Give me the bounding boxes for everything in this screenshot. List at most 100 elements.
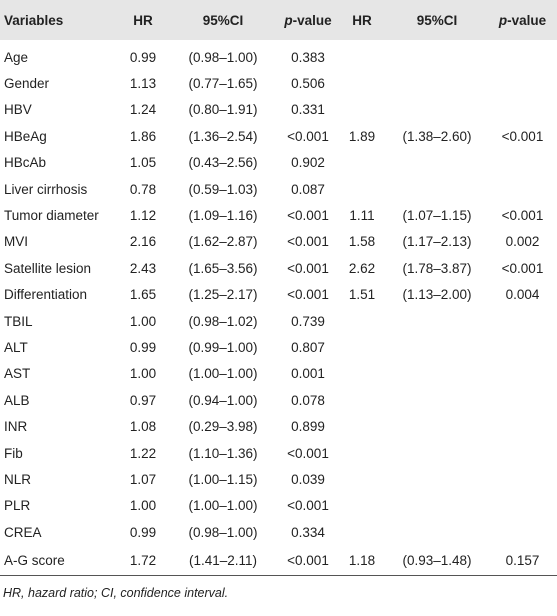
table-cell: <0.001	[287, 445, 329, 461]
variable-name: PLR	[4, 498, 31, 514]
column-header: 95%CI	[386, 0, 488, 40]
header-row: Variables HR 95%CI p-value HR 95%CI p-value	[0, 0, 557, 40]
empty-cell	[488, 413, 557, 439]
table-cell: (1.25–2.17)	[188, 287, 258, 303]
table-row: A-G score 1.72 (1.41–2.11) <0.001 1.18 (0.93–…	[0, 545, 557, 577]
table-cell: <0.001	[501, 128, 544, 144]
table-cell: 1.11	[349, 208, 375, 224]
table-cell: (0.77–1.65)	[188, 76, 258, 92]
empty-cell	[338, 97, 386, 123]
table-cell: (0.99–1.00)	[188, 339, 258, 355]
table-cell: (1.78–3.87)	[402, 260, 472, 276]
table-cell: (1.17–2.13)	[402, 234, 472, 250]
empty-cell	[386, 308, 488, 334]
table-cell: (1.38–2.60)	[402, 128, 472, 144]
empty-cell	[488, 387, 557, 413]
variable-name: HBV	[4, 102, 32, 118]
table-cell: 0.739	[291, 313, 325, 329]
table-cell: <0.001	[287, 498, 329, 514]
variable-name: TBIL	[4, 313, 33, 329]
table-cell: <0.001	[287, 128, 329, 144]
variable-name: AST	[4, 366, 31, 382]
table-cell: (1.07–1.15)	[402, 208, 472, 224]
table-cell: (1.36–2.54)	[188, 128, 258, 144]
table-row: Differentiation 1.65 (1.25–2.17) <0.001 1.51…	[0, 282, 557, 308]
table-cell: 1.86	[129, 128, 157, 144]
table-row: Fib 1.22 (1.10–1.36) <0.001	[0, 440, 557, 466]
empty-cell	[338, 466, 386, 492]
table-cell: 1.58	[348, 234, 376, 250]
table-row: Satellite lesion 2.43 (1.65–3.56) <0.001 2.6…	[0, 255, 557, 281]
table-cell: 0.001	[291, 366, 325, 382]
empty-cell	[338, 361, 386, 387]
variable-name: NLR	[4, 471, 32, 487]
empty-cell	[488, 361, 557, 387]
empty-cell	[386, 176, 488, 202]
variable-name: CREA	[4, 524, 42, 540]
table-cell: 1.72	[118, 545, 168, 577]
table-cell: <0.001	[287, 208, 329, 224]
empty-cell	[386, 413, 488, 439]
variable-name: ALT	[4, 339, 28, 355]
table-row: NLR 1.07 (1.00–1.15) 0.039	[0, 466, 557, 492]
table-cell: 0.99	[129, 524, 157, 540]
table-cell: 1.65	[129, 287, 157, 303]
table-row: Gender 1.13 (0.77–1.65) 0.506	[0, 70, 557, 96]
empty-cell	[338, 176, 386, 202]
table-cell: 0.087	[291, 181, 325, 197]
table-cell: <0.001	[287, 234, 329, 250]
empty-cell	[488, 440, 557, 466]
table-cell: (0.29–3.98)	[188, 419, 258, 435]
empty-cell	[488, 40, 557, 70]
empty-cell	[488, 308, 557, 334]
table-cell: <0.001	[287, 260, 329, 276]
empty-cell	[338, 308, 386, 334]
variable-name: Gender	[4, 76, 50, 92]
empty-cell	[338, 519, 386, 545]
table-cell: 1.22	[129, 445, 157, 461]
empty-cell	[338, 493, 386, 519]
empty-cell	[488, 519, 557, 545]
table-cell: 0.807	[291, 339, 325, 355]
variable-name: ALB	[4, 392, 30, 408]
empty-cell	[386, 493, 488, 519]
table-cell: 1.24	[129, 102, 157, 118]
table-cell: (0.59–1.03)	[188, 181, 258, 197]
empty-cell	[386, 97, 488, 123]
empty-cell	[488, 334, 557, 360]
empty-cell	[488, 466, 557, 492]
table-cell: (0.80–1.91)	[188, 102, 258, 118]
table-cell: (1.62–2.87)	[188, 234, 258, 250]
table-row: CREA 0.99 (0.98–1.00) 0.334	[0, 519, 557, 545]
table-cell: (0.43–2.56)	[188, 155, 258, 171]
table-row: ALT 0.99 (0.99–1.00) 0.807	[0, 334, 557, 360]
table-cell: 2.62	[348, 260, 376, 276]
table-cell: (1.00–1.00)	[188, 366, 258, 382]
table-cell: (1.09–1.16)	[188, 208, 258, 224]
empty-cell	[386, 361, 488, 387]
table-row: HBcAb 1.05 (0.43–2.56) 0.902	[0, 150, 557, 176]
table-cell: (1.65–3.56)	[188, 260, 258, 276]
column-header: 95%CI	[168, 0, 278, 40]
table-row: ALB 0.97 (0.94–1.00) 0.078	[0, 387, 557, 413]
table-cell: 1.18	[338, 545, 386, 577]
empty-cell	[338, 70, 386, 96]
table-cell: 0.383	[291, 49, 325, 65]
empty-cell	[338, 387, 386, 413]
empty-cell	[338, 413, 386, 439]
table-cell: 1.12	[129, 208, 157, 224]
table-cell: 0.334	[291, 524, 325, 540]
column-header: HR	[118, 0, 168, 40]
variable-name: Fib	[4, 445, 23, 461]
variable-name: HBcAb	[4, 155, 47, 171]
empty-cell	[386, 334, 488, 360]
variable-name: Age	[4, 49, 29, 65]
column-header: p-value	[278, 0, 338, 40]
table-cell: (0.93–1.48)	[386, 545, 488, 577]
table-cell: 0.899	[291, 419, 325, 435]
table-cell: 0.97	[129, 392, 157, 408]
empty-cell	[338, 150, 386, 176]
empty-cell	[386, 440, 488, 466]
table-cell: 2.16	[129, 234, 157, 250]
